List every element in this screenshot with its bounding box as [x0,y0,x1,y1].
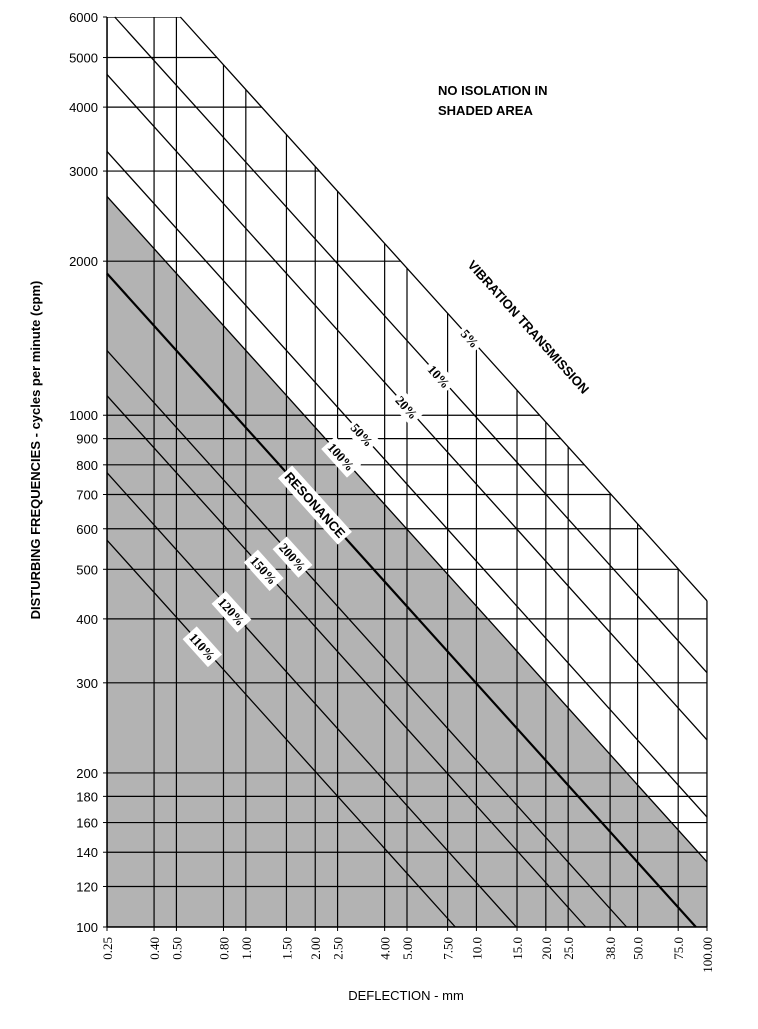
x-tick-label: 2.50 [331,937,346,960]
y-tick-label: 600 [76,522,98,537]
x-tick-label: 75.0 [671,937,686,960]
curve [106,350,628,928]
y-tick-label: 200 [76,766,98,781]
curve [179,16,708,602]
y-tick-label: 120 [76,879,98,894]
x-tick-label: 10.0 [469,937,484,960]
curve-label-box [388,389,425,426]
y-tick-label: 100 [76,920,98,935]
y-tick-label: 1000 [69,408,98,423]
y-axis-label: DISTURBING FREQUENCIES - cycles per minu… [28,281,43,620]
curve-label-box [211,590,252,633]
y-tick-label: 5000 [69,51,98,66]
y-tick-label: 140 [76,845,98,860]
y-tick-label: 180 [76,789,98,804]
y-tick-label: 4000 [69,100,98,115]
y-tick-label: 800 [76,458,98,473]
x-tick-label: 2.00 [308,937,323,960]
curve-label-box [421,358,457,395]
x-tick-label: 0.80 [216,937,231,960]
y-tick-label: 900 [76,432,98,447]
y-tick-label: 160 [76,816,98,831]
x-axis-label: DEFLECTION - mm [348,988,464,1003]
y-tick-label: 300 [76,676,98,691]
x-tick-label: 0.25 [100,937,115,960]
x-tick-label: 5.00 [400,937,415,960]
x-tick-label: 25.0 [561,937,576,960]
curve-group-label: VIBRATION TRANSMISSION [465,257,592,396]
curve-label-box [182,626,223,668]
curve-label-box [243,549,284,592]
curve-label-box [454,322,486,355]
x-tick-label: 0.50 [169,937,184,960]
y-tick-label: 3000 [69,164,98,179]
x-tick-label: 15.0 [510,937,525,960]
x-tick-label: 1.50 [279,937,294,960]
note-line: NO ISOLATION IN [438,83,548,98]
curve [106,395,587,928]
y-tick-label: 700 [76,488,98,503]
curve [106,539,456,928]
x-tick-label: 100.00 [700,937,715,973]
y-tick-label: 500 [76,562,98,577]
x-tick-label: 20.0 [539,937,554,960]
curve-label: 5% [454,322,486,355]
curve [106,196,708,863]
x-tick-label: 38.0 [603,937,618,960]
curve [106,150,708,818]
curve-label-box [278,465,352,545]
y-tick-label: 2000 [69,254,98,269]
x-tick-label: 50.0 [631,937,646,960]
x-tick-label: 1.00 [239,937,254,960]
curve-label-box [272,536,313,578]
curve [114,16,708,674]
x-tick-label: 0.40 [147,937,162,960]
curve-label-box [321,436,362,478]
x-tick-label: 7.50 [441,937,456,960]
x-tick-label: 4.00 [378,937,393,960]
curve [106,272,697,928]
y-tick-label: 6000 [69,10,98,25]
curve [106,472,517,928]
y-tick-label: 400 [76,612,98,627]
note-line: SHADED AREA [438,103,533,118]
curve-label-box [344,416,380,454]
